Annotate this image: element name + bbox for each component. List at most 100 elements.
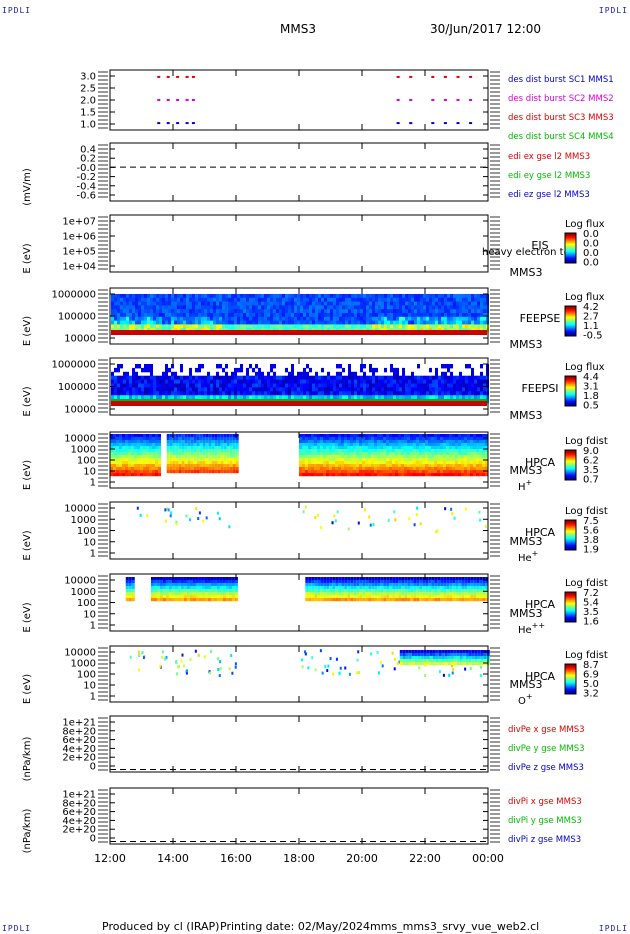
spectrogram-cell: [232, 434, 236, 438]
spectrogram-cell: [240, 364, 243, 369]
spectrogram-cell: [327, 313, 330, 318]
spectrogram-cell: [389, 455, 392, 459]
spectrogram-cell: [225, 320, 228, 325]
spectrogram-cell: [159, 595, 163, 599]
spectrogram-cell: [149, 449, 152, 453]
spectrogram-cell: [113, 461, 116, 465]
spectrogram-cell: [447, 367, 450, 373]
spectrogram-cell: [222, 583, 226, 587]
spectrogram-cell: [192, 309, 195, 314]
spectrogram-cell: [461, 592, 465, 596]
colorbar-cell: [565, 326, 576, 328]
spectrogram-cell: [175, 446, 179, 450]
spectrogram-cell: [432, 387, 435, 392]
spectrogram-cell: [152, 473, 155, 477]
spectrogram-cell: [375, 324, 378, 329]
spectrogram-cell: [452, 595, 456, 599]
spectrogram-cell: [452, 598, 456, 602]
spectrogram-cell: [449, 434, 452, 438]
spectrogram-cell: [368, 440, 371, 444]
spectrogram-cell: [138, 320, 141, 325]
spectrogram-cell: [110, 467, 113, 471]
spectrogram-cell: [366, 391, 369, 396]
colorbar-tick-label: 3.8: [583, 535, 599, 546]
spectrogram-cell: [480, 301, 483, 306]
spectrogram-cell: [329, 580, 333, 584]
spectrogram-cell: [468, 364, 471, 369]
spectrogram-cell: [407, 440, 410, 444]
spectrogram-cell: [423, 375, 426, 381]
spectrogram-cell: [134, 434, 137, 438]
spectrogram-cell: [443, 586, 447, 590]
spectrogram-cell: [458, 443, 461, 447]
spectrogram-cell: [450, 309, 453, 314]
spectrogram-cell: [183, 297, 186, 303]
spectrogram-cell: [317, 580, 321, 584]
spectrogram-cell: [317, 434, 320, 438]
spectrogram-cell: [294, 391, 297, 396]
spectrogram-cell: [383, 580, 387, 584]
spectrogram-cell: [261, 316, 264, 322]
spectrogram-cell: [326, 449, 329, 453]
spectrogram-cell: [362, 464, 365, 468]
spectrogram-cell: [141, 383, 144, 388]
spectrogram-cell: [213, 320, 216, 325]
spectrogram-cell: [338, 586, 342, 590]
spectrogram-cell: [383, 455, 386, 459]
spectrogram-cell: [306, 294, 309, 299]
spectrogram-cell: [169, 461, 173, 465]
spectrogram-cell: [342, 367, 345, 373]
spectrogram-cell: [381, 309, 384, 314]
spectrogram-cell: [311, 437, 314, 441]
spectrogram-cell: [383, 583, 387, 587]
spectrogram-cell: [174, 586, 178, 590]
burst-mark: [185, 75, 189, 78]
spectrogram-cell: [246, 324, 249, 329]
spectrogram-cell: [125, 443, 128, 447]
spectrogram-cell: [363, 364, 366, 369]
spectrogram-cell: [465, 316, 468, 322]
spectrogram-cell: [339, 375, 342, 381]
spectrogram-cell: [359, 455, 362, 459]
spectrogram-cell: [381, 383, 384, 388]
spectrogram-cell: [180, 375, 183, 381]
spectrogram-cell: [192, 395, 195, 400]
spectrogram-cell: [204, 301, 207, 306]
spectrogram-cell: [366, 395, 369, 400]
spectrogram-cell: [458, 598, 462, 602]
spectrogram-cell: [356, 473, 359, 477]
spectrogram-cell: [135, 313, 138, 318]
spectrogram-cell: [347, 437, 350, 441]
spectrogram-cell: [189, 375, 192, 381]
spectrogram-cell: [232, 467, 236, 471]
spectrogram-cell: [305, 449, 308, 453]
spectrogram-cell: [329, 595, 333, 599]
spectrogram-cell: [470, 443, 473, 447]
spectrogram-cell: [192, 375, 195, 381]
spectrogram-cell: [432, 297, 435, 303]
spectrogram-cell: [380, 586, 384, 590]
spectrogram-cell: [420, 383, 423, 388]
spectrogram-cell: [483, 387, 486, 392]
spectrogram-cell: [434, 449, 437, 453]
spectrogram-cell: [165, 375, 168, 381]
spectrogram-cell: [375, 316, 378, 322]
spectrogram-cell: [246, 367, 249, 373]
spectrogram-cell: [350, 595, 354, 599]
spectrogram-cell: [369, 324, 372, 329]
spectrogram-cell: [396, 375, 399, 381]
spectrogram-cell: [464, 473, 467, 477]
spectrogram-cell: [229, 464, 233, 468]
spectrogram-cell: [216, 595, 220, 599]
spectrogram-cell: [362, 440, 365, 444]
spectrogram-cell: [213, 301, 216, 306]
spectrogram-cell: [368, 589, 372, 593]
spectrogram-cell: [149, 470, 152, 474]
spectrogram-cell: [437, 589, 441, 593]
spectrogram-cell: [401, 452, 404, 456]
spectrogram-cell: [297, 324, 300, 329]
spectrogram-cell: [330, 379, 333, 384]
colorbar-tick-label: 1.9: [583, 545, 599, 556]
spectrogram-cell: [282, 305, 285, 310]
spectrogram-cell: [175, 461, 179, 465]
